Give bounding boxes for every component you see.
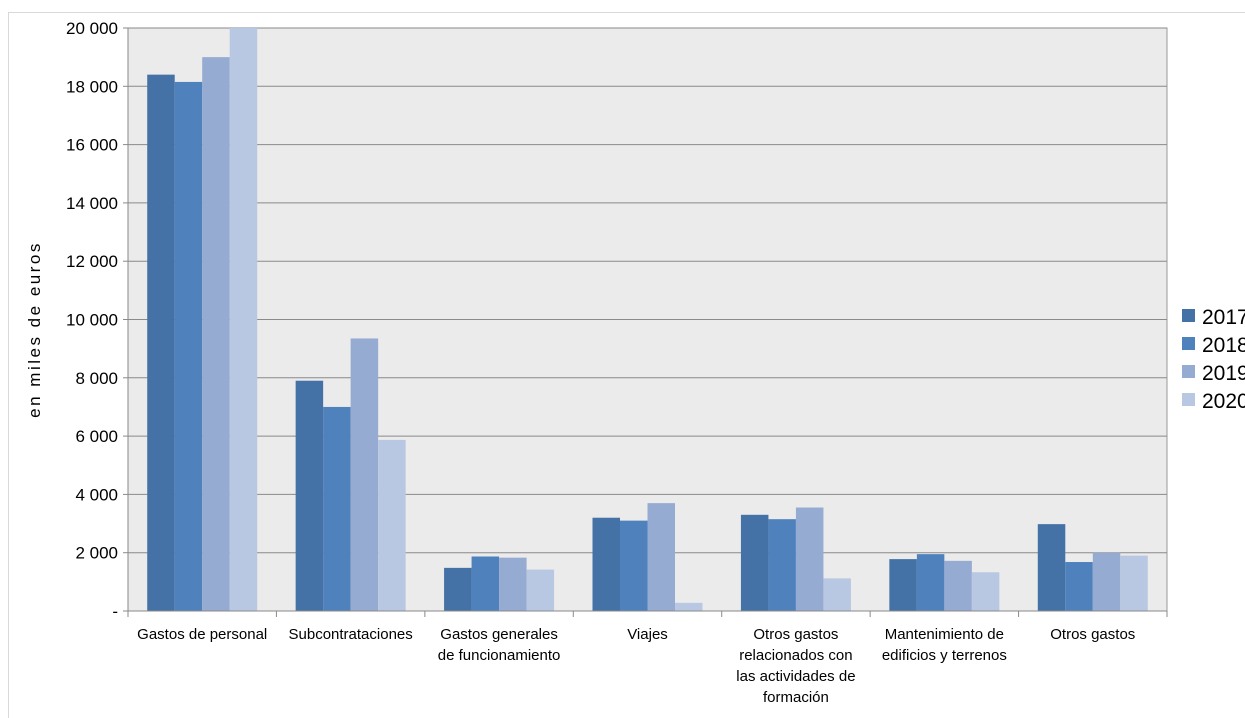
bar-2019-1 bbox=[350, 338, 379, 611]
y-tick-label: 20 000 bbox=[66, 19, 118, 38]
y-tick-label: 14 000 bbox=[66, 194, 118, 213]
bar-2020-2 bbox=[526, 569, 555, 611]
x-category-label: Subcontrataciones bbox=[289, 626, 413, 643]
bar-2017-3 bbox=[592, 517, 620, 611]
y-tick-label: 10 000 bbox=[66, 311, 118, 330]
bar-2020-1 bbox=[378, 439, 406, 611]
legend-swatch-2017 bbox=[1182, 309, 1195, 322]
bar-2018-1 bbox=[323, 406, 351, 611]
bar-2018-0 bbox=[174, 81, 203, 612]
y-tick-label: - bbox=[112, 602, 118, 621]
bar-2017-4 bbox=[740, 514, 769, 611]
y-axis-title: en miles de euros bbox=[25, 241, 44, 418]
bar-2018-6 bbox=[1065, 562, 1093, 611]
legend-swatch-2020 bbox=[1182, 393, 1195, 406]
legend-label-2020: 2020 bbox=[1202, 390, 1245, 413]
bar-2017-1 bbox=[295, 380, 324, 611]
bar-2020-6 bbox=[1120, 555, 1148, 611]
bar-2018-4 bbox=[768, 519, 796, 611]
bar-2019-4 bbox=[795, 507, 824, 611]
y-tick-label: 12 000 bbox=[66, 252, 118, 271]
legend-label-2018: 2018 bbox=[1202, 334, 1245, 357]
bar-2018-5 bbox=[916, 554, 945, 611]
bar-2020-3 bbox=[675, 602, 703, 611]
bar-2017-0 bbox=[147, 74, 175, 611]
bar-2019-2 bbox=[499, 557, 527, 611]
bar-2019-5 bbox=[944, 560, 972, 611]
x-category-label: Gastos generales de funcionamiento bbox=[438, 626, 561, 664]
y-tick-label: 16 000 bbox=[66, 136, 118, 155]
legend-label-2017: 2017 bbox=[1202, 306, 1245, 329]
bar-2019-6 bbox=[1092, 552, 1121, 611]
bar-2017-5 bbox=[889, 559, 917, 611]
y-tick-label: 4 000 bbox=[75, 485, 118, 504]
bar-2020-5 bbox=[971, 572, 1000, 611]
y-tick-label: 2 000 bbox=[75, 544, 118, 563]
y-tick-label: 18 000 bbox=[66, 77, 118, 96]
x-category-label: Otros gastos relacionados con las activida… bbox=[736, 626, 855, 706]
legend-swatch-2018 bbox=[1182, 337, 1195, 350]
legend-label-2019: 2019 bbox=[1202, 362, 1245, 385]
bar-2020-4 bbox=[823, 578, 851, 611]
x-category-label: Mantenimiento de edificios y terrenos bbox=[882, 626, 1007, 664]
y-tick-label: 6 000 bbox=[75, 427, 118, 446]
bar-2020-0 bbox=[229, 28, 258, 611]
bar-2017-6 bbox=[1037, 524, 1066, 611]
bar-2018-3 bbox=[620, 520, 648, 611]
y-tick-label: 8 000 bbox=[75, 369, 118, 388]
x-category-label: Viajes bbox=[627, 626, 668, 643]
bar-2018-2 bbox=[471, 556, 500, 611]
x-category-label: Otros gastos bbox=[1050, 626, 1135, 643]
chart-frame bbox=[8, 12, 1245, 718]
bar-2017-2 bbox=[444, 567, 472, 611]
bar-2019-0 bbox=[202, 57, 230, 611]
bar-2019-3 bbox=[647, 503, 675, 611]
x-category-label: Gastos de personal bbox=[137, 626, 267, 643]
legend-swatch-2019 bbox=[1182, 365, 1195, 378]
